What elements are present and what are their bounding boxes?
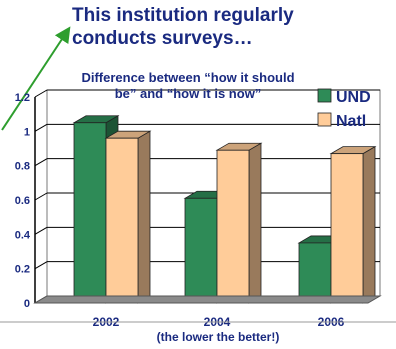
y-tick-label: 1 (24, 126, 30, 138)
y-tick-label: 0.6 (15, 195, 30, 207)
y-tick-label: 0.8 (15, 161, 30, 173)
chart-title-line-2: be” and “how it is now” (115, 86, 262, 101)
gridline-side (34, 123, 48, 132)
legend-label-natl: Natl (336, 113, 366, 130)
pointer-arrow (1, 26, 71, 131)
legend-swatch-und (317, 88, 332, 103)
y-tick-label: 0 (24, 298, 30, 310)
gridline-side (34, 261, 48, 270)
gridline-side (34, 158, 48, 167)
x-axis-note: (the lower the better!) (157, 330, 280, 344)
legend-swatch-natl (317, 112, 332, 127)
bar-natl-2004 (215, 142, 263, 304)
gridline-side (34, 192, 48, 201)
chart-title-line-1: Difference between “how it should (81, 70, 294, 85)
gridline-side (34, 89, 48, 98)
bar-natl-2006 (329, 145, 377, 304)
bar-natl-2002 (104, 130, 152, 304)
y-tick-label: 0.4 (15, 229, 31, 241)
y-tick-label: 0.2 (15, 264, 30, 276)
y-tick-label: 1.2 (15, 92, 30, 104)
headline: This institution regularly conducts surv… (72, 5, 294, 49)
gridline-side (34, 226, 48, 235)
chart-floor (33, 295, 382, 304)
legend-label-und: UND (336, 89, 371, 106)
